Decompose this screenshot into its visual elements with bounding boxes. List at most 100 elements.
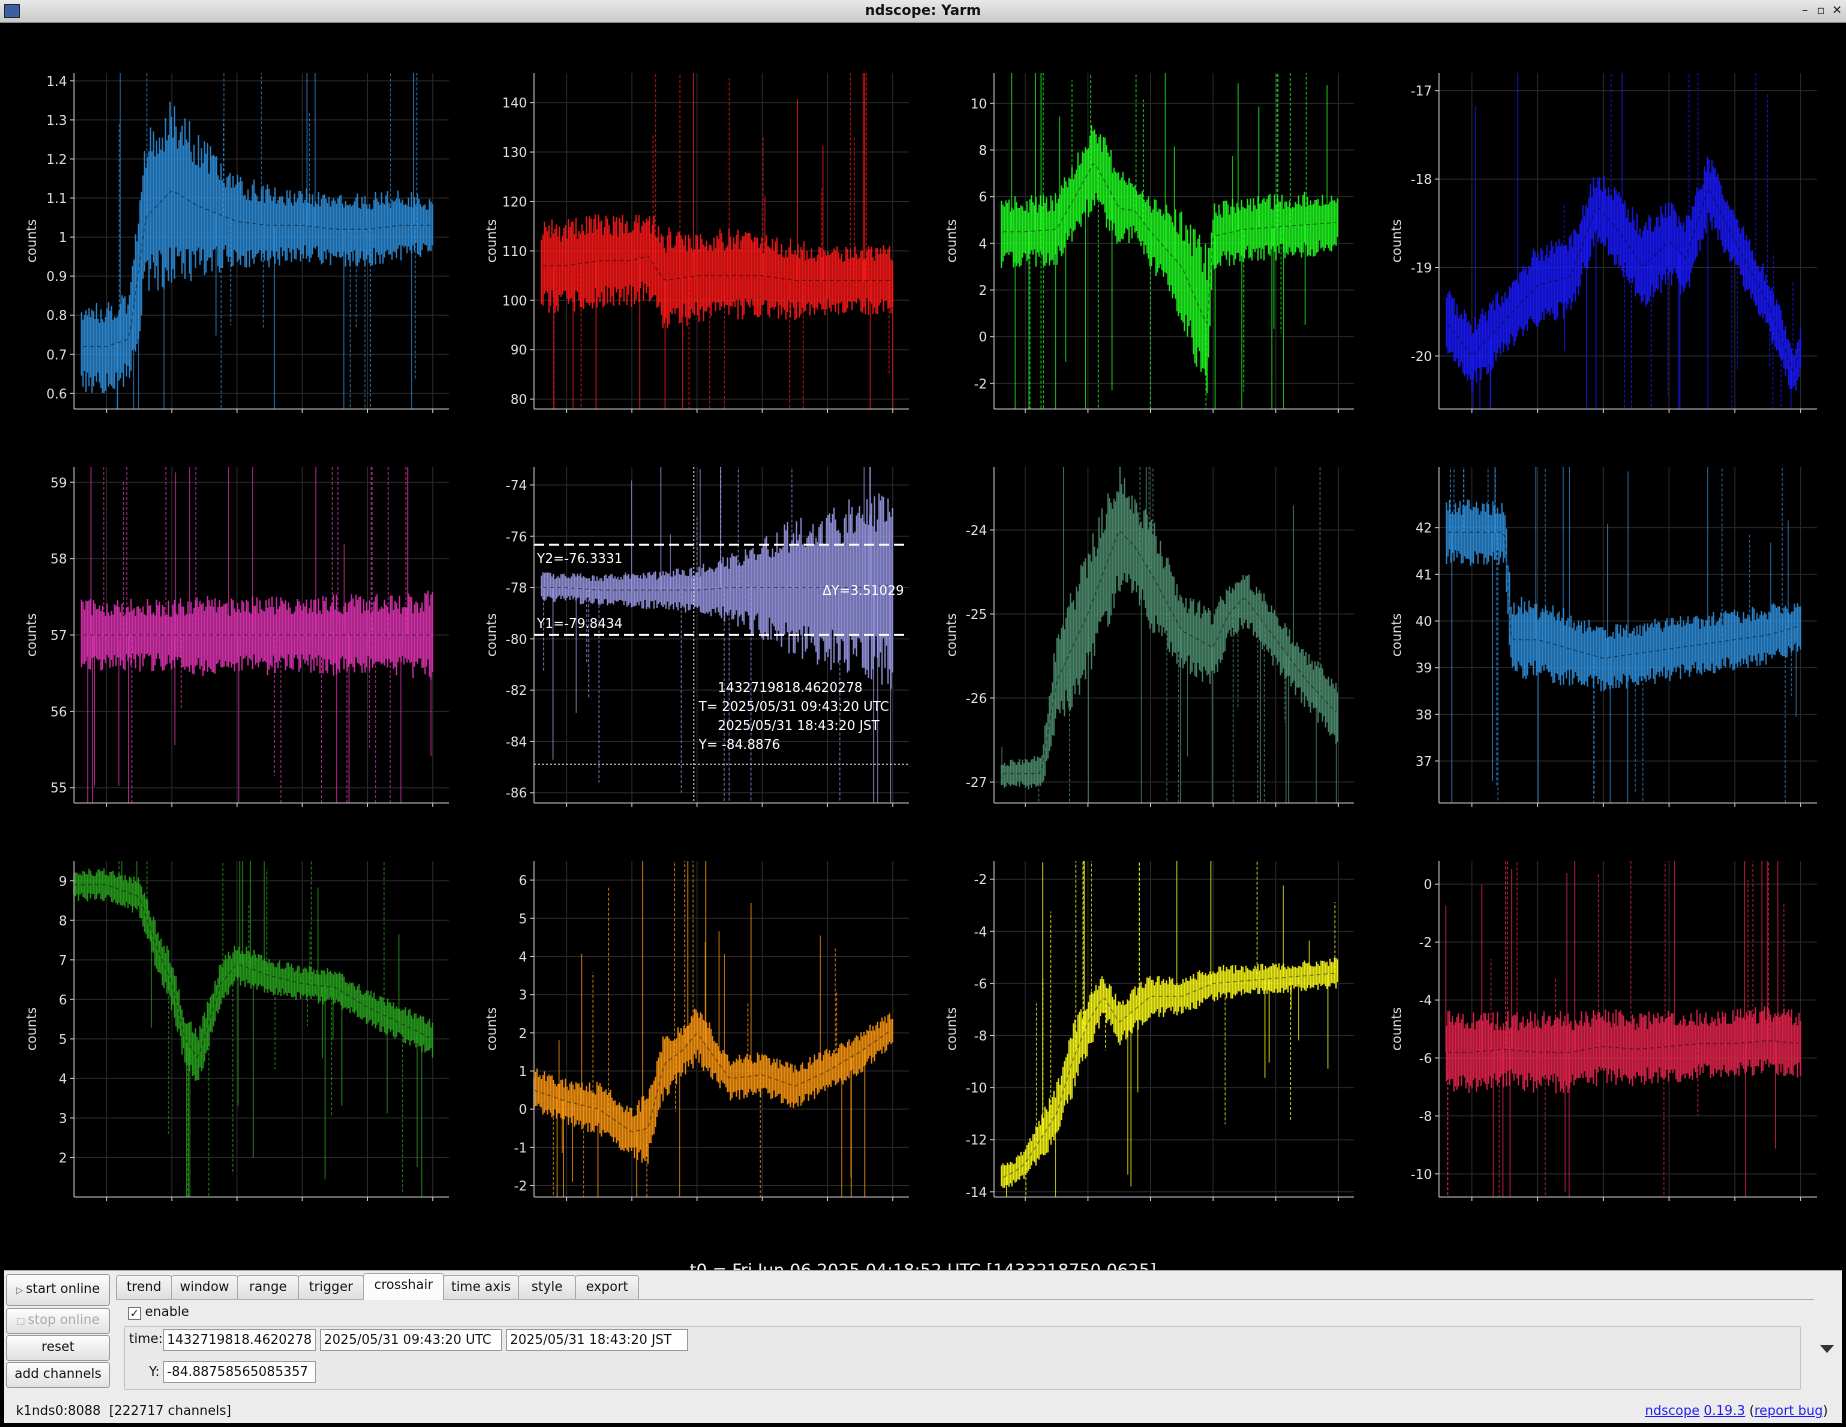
plot-canvas[interactable]: -10d -8d -6d -4d -2d 0 55 56 57 58 59 counts: [4, 417, 464, 811]
start-online-button[interactable]: ▷ start online: [6, 1274, 110, 1306]
enable-checkbox[interactable]: ✓: [128, 1307, 141, 1320]
y-tick-label: 2: [59, 1151, 67, 1166]
ndscope-link[interactable]: ndscope: [1644, 1404, 1700, 1419]
plot-canvas[interactable]: -10d -8d -6d -4d -2d 0 -14 -12 -10 -8 -6 -4 -2 counts: [924, 811, 1369, 1205]
plot-panel[interactable]: K1:VIS-ITMY_TM_WIT_Y_DQ [m-trend]-10d-8d…: [464, 811, 924, 1205]
plot-panel[interactable]: K1:VIS-SR3_TM_WIT_Y_DQ [m-trend]-10d-8d-…: [1369, 417, 1832, 811]
x-tick-label: -8d: [161, 810, 182, 811]
tab-window[interactable]: window: [171, 1275, 238, 1299]
plot-canvas[interactable]: -10d -8d -6d -4d -2d 0 80 90 100 110 120 130 140 coun…: [464, 23, 924, 417]
y-tick-label: 130: [502, 146, 527, 161]
y-tick-label: -86: [506, 787, 527, 802]
plot-top-mask: [924, 417, 1369, 467]
report-bug-link[interactable]: report bug: [1754, 1404, 1823, 1419]
y-value-field[interactable]: -84.88758565085357: [163, 1361, 316, 1383]
plot-canvas[interactable]: -10d -8d -6d -4d -2d 0 37 38 39 40 41 42 counts: [1369, 417, 1832, 811]
plot-panel[interactable]: K1:VIS-SR3_TM_WIT_P_DQ [m-trend]-10d-8d-…: [924, 417, 1369, 811]
y-tick-label: 0.9: [46, 270, 67, 285]
window-titlebar[interactable]: ndscope: Yarm – ▫ ✕: [0, 0, 1846, 23]
plot-panel[interactable]: K1:LSC-TR_IRY_NORM_OUT_DQ [m-trend]-10d-…: [464, 23, 924, 417]
plot-canvas[interactable]: -10d -8d -6d -4d -2d 0 -2 -1 0 1 2 3 4 5 6 counts: [464, 811, 924, 1205]
x-tick-label: -4d: [292, 810, 313, 811]
cursor-delta-label: ΔY=3.51029: [823, 584, 905, 599]
stop-online-button[interactable]: □ stop online: [6, 1308, 110, 1334]
cursor-y2-label: Y2=-76.3331: [536, 552, 623, 567]
time-jst-field[interactable]: 2025/05/31 18:43:20 JST: [506, 1329, 688, 1351]
y-tick-label: 110: [502, 245, 527, 260]
y-tick-label: 38: [1415, 708, 1432, 723]
y-tick-label: -20: [1411, 350, 1432, 365]
reset-button[interactable]: reset: [6, 1335, 110, 1361]
y-axis-label: counts: [945, 1007, 960, 1051]
control-area: ▷ start online □ stop online reset add c…: [4, 1270, 1842, 1402]
plot-canvas[interactable]: -10d -8d -6d -4d -2d 0 -27 -26 -25 -24 counts: [924, 417, 1369, 811]
minimize-icon[interactable]: –: [1802, 3, 1808, 17]
y-tick-label: -84: [506, 735, 527, 750]
x-tick-label: 0: [1334, 416, 1342, 417]
y-axis-label: counts: [25, 1007, 40, 1051]
tab-range[interactable]: range: [237, 1275, 299, 1299]
x-tick-label: -2d: [1724, 416, 1745, 417]
plot-panel[interactable]: K1:VIS-ETMY_TM_WIT_P_DQ [m-trend]-10d-8d…: [924, 811, 1369, 1205]
maximize-icon[interactable]: ▫: [1816, 3, 1826, 17]
collapse-arrow-icon[interactable]: [1820, 1345, 1834, 1353]
y-tick-label: 55: [50, 782, 67, 797]
plot-panel[interactable]: K1:LSC-TR_GRY_NORM_OUT_DQ [m-trend]-10d-…: [4, 23, 464, 417]
plot-panel[interactable]: K1:VIS-SR2_TM_WIT_Y_DQ [m-trend]-10d-8d-…: [464, 417, 924, 811]
x-tick-label: -2d: [817, 416, 838, 417]
plot-panel[interactable]: K1:VIS-ETMY_TM_WIT_Y_DQ [m-trend]-10d-8d…: [1369, 811, 1832, 1205]
tab-trigger[interactable]: trigger: [298, 1275, 364, 1299]
y-tick-label: -10: [966, 1082, 987, 1097]
plot-panel[interactable]: K1:VIS-ITMY_TM_WIT_P_DQ [m-trend]-10d-8d…: [4, 811, 464, 1205]
plot-canvas[interactable]: -10d -8d -6d -4d -2d 0 -86 -84 -82 -80 -78 -76 -74 co…: [464, 417, 924, 811]
y-tick-label: 140: [502, 97, 527, 112]
data-trace: [540, 467, 894, 803]
y-tick-label: 2: [519, 1027, 527, 1042]
plot-canvas[interactable]: -10d -8d -6d -4d -2d 0 -10 -8 -6 -4 -2 0 counts: [1369, 811, 1832, 1205]
plot-canvas[interactable]: -10d -8d -6d -4d -2d 0 2 3 4 5 6 7 8 9 counts: [4, 811, 464, 1205]
y-axis-label: counts: [25, 219, 40, 263]
y-tick-label: 1.4: [46, 75, 67, 90]
x-tick-label: -10d: [552, 1204, 582, 1205]
x-tick-label: -6d: [686, 416, 707, 417]
y-tick-label: -10: [1411, 1168, 1432, 1183]
plot-panel[interactable]: K1:VIS-SR2_TM_WIT_P_DQ [m-trend]-10d-8d-…: [4, 417, 464, 811]
plot-panel[interactable]: K1:VIS-BS_TM_WIT_Y_DQ [m-trend]-10d-8d-6…: [1369, 23, 1832, 417]
window-title: ndscope: Yarm: [864, 3, 982, 19]
y-tick-label: 5: [59, 1033, 67, 1048]
time-gps-field[interactable]: 1432719818.4620278: [163, 1329, 316, 1351]
crosshair-overlay[interactable]: Y2=-76.3331 Y1=-79.8434 ΔY=3.51029 14327198…: [534, 467, 909, 803]
y-axis-label: counts: [485, 1007, 500, 1051]
tab-trend[interactable]: trend: [116, 1275, 172, 1299]
plot-canvas[interactable]: -10d -8d -6d -4d -2d 0 -2 0 2 4 6 8 10 counts: [924, 23, 1369, 417]
tab-export[interactable]: export: [575, 1275, 639, 1299]
y-tick-label: 8: [59, 914, 67, 929]
plot-top-mask: [464, 417, 924, 467]
plot-canvas[interactable]: -10d -8d -6d -4d -2d 0 0.6 0.7 0.8 0.9 1 1.1 1.2 1.3 1…: [4, 23, 464, 417]
plot-panel[interactable]: K1:VIS-BS_TM_WIT_P_DQ [m-trend]-10d-8d-6…: [924, 23, 1369, 417]
x-tick-label: -6d: [1140, 416, 1161, 417]
tab-crosshair[interactable]: crosshair: [363, 1273, 444, 1300]
tab-style[interactable]: style: [518, 1275, 576, 1299]
x-tick-label: -2d: [817, 1204, 838, 1205]
x-tick-label: -10d: [1011, 1204, 1041, 1205]
server-status: k1nds0:8088 [222717 channels]: [16, 1404, 232, 1419]
tab-time-axis[interactable]: time axis: [443, 1275, 519, 1299]
add-channels-button[interactable]: add channels: [6, 1362, 110, 1388]
version-link[interactable]: 0.19.3: [1703, 1404, 1746, 1419]
plot-canvas[interactable]: -10d -8d -6d -4d -2d 0 -20 -19 -18 -17 counts: [1369, 23, 1832, 417]
y-tick-label: 1: [519, 1065, 527, 1080]
status-bar: k1nds0:8088 [222717 channels] ndscope 0.…: [4, 1401, 1842, 1423]
x-tick-label: -8d: [1527, 416, 1548, 417]
y-axis-label: counts: [1390, 1007, 1405, 1051]
y-tick-label: -8: [1419, 1110, 1432, 1125]
plot-grid[interactable]: t0 = Fri Jun 06 2025 04:18:52 UTC [14332…: [4, 23, 1842, 1281]
y-tick-label: 80: [510, 393, 527, 408]
y-tick-label: 37: [1415, 755, 1432, 770]
x-tick-label: 0: [429, 416, 437, 417]
y-tick-label: -76: [506, 530, 527, 545]
version-info: ndscope 0.19.3 (report bug): [1644, 1404, 1828, 1419]
time-utc-field[interactable]: 2025/05/31 09:43:20 UTC: [320, 1329, 502, 1351]
close-icon[interactable]: ✕: [1831, 3, 1843, 17]
y-tick-label: -8: [974, 1030, 987, 1045]
